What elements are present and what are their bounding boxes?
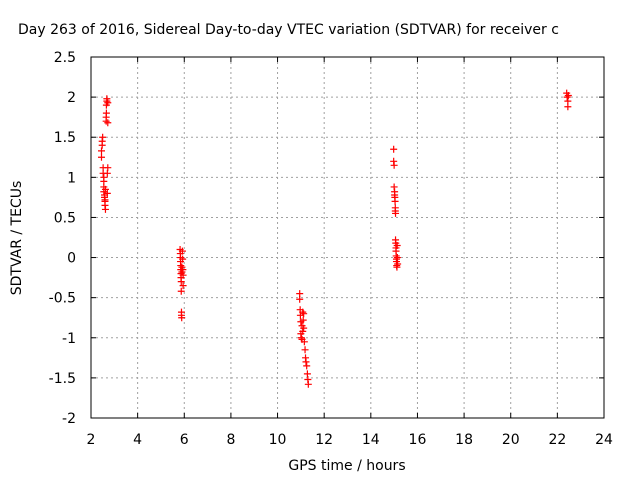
x-tick-label: 14 <box>362 432 380 448</box>
y-tick-label: 0.5 <box>54 210 76 226</box>
plot-frame <box>90 56 605 419</box>
data-point <box>179 282 187 290</box>
data-point <box>104 164 112 172</box>
x-tick-label: 2 <box>87 432 96 448</box>
chart-title: Day 263 of 2016, Sidereal Day-to-day VTE… <box>18 22 559 38</box>
data-point <box>178 314 186 322</box>
data-point <box>393 263 401 271</box>
y-tick-label: -1 <box>62 331 76 347</box>
data-points <box>97 89 572 388</box>
tick-layer <box>90 56 605 419</box>
data-point <box>303 362 311 370</box>
x-tick-label: 18 <box>455 432 473 448</box>
data-point <box>301 346 309 354</box>
tick-label-layer: 2 4 6 8 10 12 14 16 18 20 22 24-2-1.5-1-0.500.511.5… <box>49 50 613 448</box>
x-axis-label: GPS time / hours <box>288 458 405 474</box>
data-point <box>177 278 185 286</box>
data-point <box>296 295 304 303</box>
data-point <box>99 133 107 141</box>
grid-layer <box>91 57 604 418</box>
data-point <box>104 99 112 107</box>
data-point <box>101 185 109 193</box>
y-tick-label: 1 <box>67 170 76 186</box>
data-point <box>393 242 401 250</box>
y-tick-label: 2.5 <box>54 50 76 66</box>
data-point <box>390 145 398 153</box>
data-point <box>300 338 308 346</box>
y-tick-label: 1.5 <box>54 130 76 146</box>
data-point <box>177 287 185 295</box>
data-point <box>103 189 111 197</box>
data-point <box>564 103 572 111</box>
data-point <box>101 205 109 213</box>
y-tick-label: 0 <box>67 251 76 267</box>
data-point <box>97 153 105 161</box>
x-tick-label: 12 <box>315 432 333 448</box>
x-tick-label: 10 <box>269 432 287 448</box>
data-point <box>300 324 308 332</box>
x-tick-label: 8 <box>226 432 235 448</box>
data-point <box>103 95 111 103</box>
data-point <box>297 334 305 342</box>
data-point <box>178 247 186 255</box>
y-tick-label: -2 <box>62 411 76 427</box>
data-point <box>102 109 110 117</box>
data-point <box>97 147 105 155</box>
data-point <box>392 209 400 217</box>
data-point <box>299 316 307 324</box>
y-axis-label: SDTVAR / TECUs <box>9 181 25 296</box>
x-tick-label: 6 <box>180 432 189 448</box>
data-point <box>304 380 312 388</box>
data-point <box>302 358 310 366</box>
x-tick-label: 22 <box>548 432 566 448</box>
data-point <box>300 310 308 318</box>
data-point <box>299 308 307 316</box>
x-tick-label: 20 <box>502 432 520 448</box>
data-point <box>104 119 112 127</box>
y-tick-label: 2 <box>67 90 76 106</box>
data-point <box>179 271 187 279</box>
x-tick-label: 4 <box>133 432 142 448</box>
x-tick-label: 24 <box>595 432 613 448</box>
data-point <box>390 161 398 169</box>
data-point <box>394 260 402 268</box>
data-point <box>563 93 571 101</box>
data-point <box>391 197 399 205</box>
data-point <box>393 254 401 262</box>
data-point <box>299 327 307 335</box>
data-point <box>564 92 572 100</box>
y-tick-label: -1.5 <box>49 371 76 387</box>
data-point <box>179 255 187 263</box>
x-tick-label: 16 <box>409 432 427 448</box>
y-tick-label: -0.5 <box>49 291 76 307</box>
